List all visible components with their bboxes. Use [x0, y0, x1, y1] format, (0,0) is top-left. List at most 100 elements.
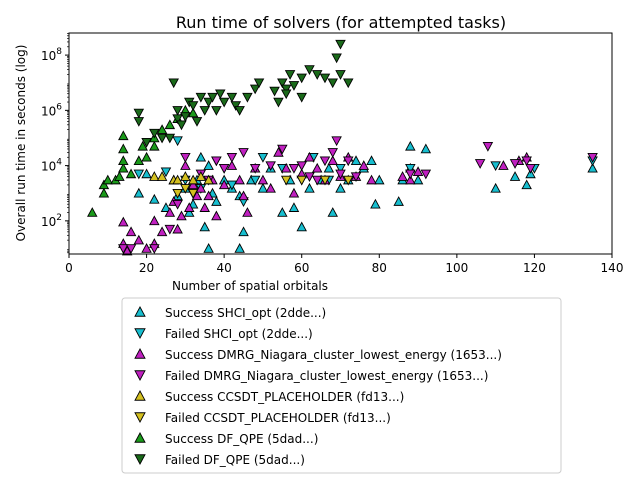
data-point	[284, 70, 296, 80]
legend-label: Failed DMRG_Niagara_cluster_lowest_energ…	[165, 369, 488, 383]
data-point	[343, 78, 354, 89]
data-point	[180, 112, 191, 122]
legend-box	[121, 297, 562, 474]
data-point	[118, 216, 129, 227]
data-point	[288, 202, 300, 212]
data-point	[273, 97, 284, 108]
data-point	[249, 164, 261, 174]
data-point	[102, 174, 114, 185]
legend-marker	[134, 370, 146, 381]
data-point	[296, 73, 307, 84]
legend-marker	[134, 412, 146, 423]
data-point	[149, 171, 160, 181]
data-point	[304, 65, 315, 75]
data-point	[490, 161, 501, 172]
data-point	[358, 160, 370, 170]
data-point	[168, 78, 179, 89]
plot-frame	[68, 32, 613, 255]
data-point	[273, 146, 284, 157]
data-point	[164, 133, 176, 144]
legend-marker	[134, 348, 146, 359]
y-tick-label: 104	[41, 158, 62, 174]
data-point	[187, 101, 199, 111]
data-point	[164, 207, 176, 217]
x-tick-label: 120	[523, 261, 546, 275]
data-point	[133, 234, 145, 245]
data-point	[98, 179, 110, 190]
data-point	[331, 136, 342, 147]
data-point	[521, 156, 532, 167]
data-point	[238, 190, 249, 201]
data-point	[203, 190, 214, 201]
legend-marker	[134, 328, 146, 339]
data-point	[149, 215, 160, 226]
data-point	[176, 210, 187, 221]
data-point	[125, 244, 137, 254]
data-point	[265, 161, 276, 172]
data-point	[269, 86, 280, 97]
data-point	[156, 171, 168, 181]
data-point	[149, 128, 160, 139]
data-point	[183, 202, 195, 212]
data-point	[187, 188, 199, 199]
data-point	[203, 97, 214, 108]
data-point	[350, 172, 362, 183]
data-point	[474, 159, 486, 169]
data-point	[393, 196, 404, 206]
data-point	[141, 137, 152, 148]
data-point	[195, 92, 207, 103]
data-points	[87, 39, 598, 256]
data-point	[343, 175, 354, 186]
data-point	[226, 92, 238, 103]
data-point	[304, 172, 315, 183]
data-point	[149, 193, 160, 204]
data-point	[521, 179, 532, 190]
data-point	[587, 153, 598, 163]
data-point	[280, 89, 292, 100]
data-point	[327, 207, 338, 217]
data-point	[311, 162, 323, 173]
data-point	[280, 162, 292, 173]
data-point	[118, 162, 129, 173]
y-tick-label: 108	[41, 47, 62, 63]
data-point	[203, 243, 214, 253]
data-point	[133, 117, 145, 127]
data-point	[195, 151, 207, 162]
data-point	[215, 89, 226, 100]
data-point	[335, 164, 346, 174]
data-point	[172, 223, 183, 234]
data-point	[133, 108, 145, 119]
data-point	[226, 153, 238, 163]
data-point	[176, 120, 187, 131]
legend-marker	[134, 390, 146, 401]
x-tick-label: 0	[65, 261, 73, 275]
data-point	[156, 124, 168, 134]
data-point	[280, 84, 292, 95]
data-point	[350, 155, 362, 166]
data-point	[218, 179, 230, 190]
legend-label: Success SHCI_opt (2dde...)	[165, 306, 326, 320]
data-point	[405, 164, 416, 174]
data-point	[180, 184, 191, 194]
data-point	[498, 160, 509, 170]
data-point	[141, 243, 152, 253]
data-point	[319, 73, 331, 84]
data-point	[319, 156, 331, 167]
data-point	[141, 168, 152, 179]
data-point	[218, 164, 230, 174]
data-point	[490, 182, 501, 193]
data-point	[296, 221, 307, 232]
data-point	[218, 97, 230, 108]
data-point	[234, 243, 245, 253]
legend-label: Success CCSDT_PLACEHOLDER (fd13...)	[165, 390, 404, 404]
data-point	[207, 92, 218, 103]
data-point	[156, 226, 168, 237]
legend-marker	[134, 454, 146, 465]
data-point	[133, 155, 145, 166]
data-point	[335, 70, 346, 80]
data-point	[211, 210, 222, 221]
data-point	[211, 196, 222, 206]
y-axis-label: Overall run time in seconds (log)	[14, 45, 28, 242]
data-point	[160, 167, 172, 178]
